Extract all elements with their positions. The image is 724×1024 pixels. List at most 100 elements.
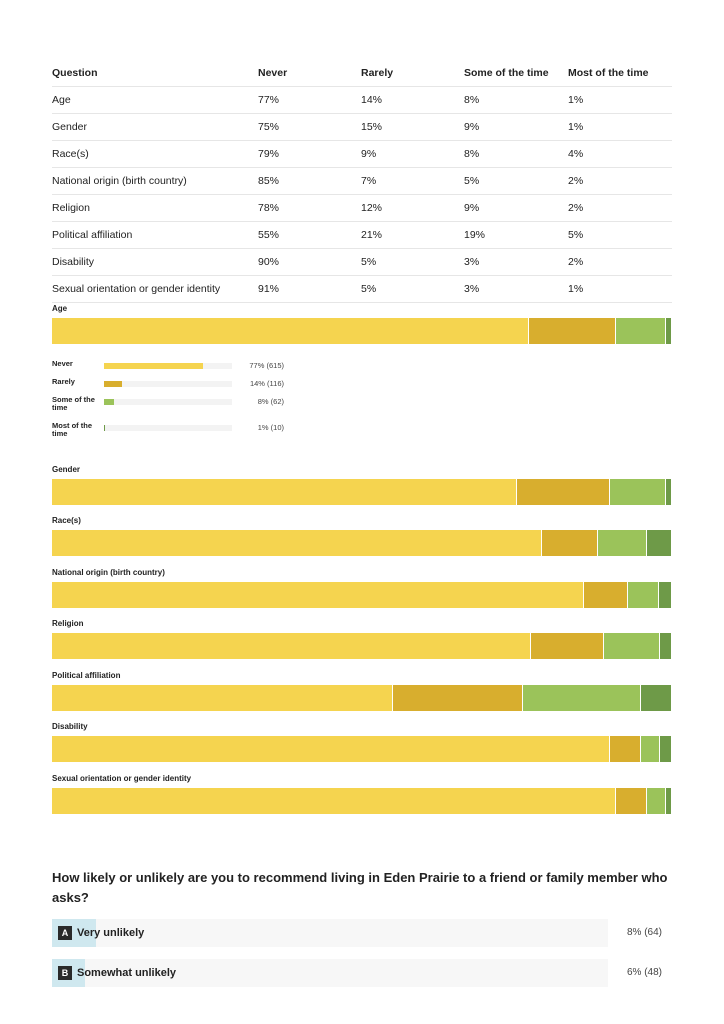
bar-group-political: Political affiliation [52, 670, 672, 711]
breakdown-fill [104, 363, 203, 369]
segment-most [665, 788, 672, 814]
header-rarely: Rarely [361, 67, 394, 79]
cell-some: 5% [464, 167, 568, 195]
segment-never [52, 318, 530, 344]
segment-rarely [541, 530, 598, 556]
cell-question: Religion [52, 194, 258, 222]
table-row: National origin (birth country) 85% 7% 5% 2% [52, 167, 672, 195]
table-row: Disability 90% 5% 3% 2% [52, 248, 672, 276]
segment-rarely [529, 318, 617, 344]
cell-never: 55% [258, 221, 361, 249]
bar-group-disability: Disability [52, 721, 672, 762]
stacked-bar-gender[interactable] [52, 479, 672, 505]
cell-most: 2% [568, 167, 672, 195]
stacked-bar-race[interactable] [52, 530, 672, 556]
answer-label: Very unlikely [77, 927, 145, 939]
table-row: Race(s) 79% 9% 8% 4% [52, 140, 672, 168]
bar-group-gender: Gender [52, 464, 672, 505]
stacked-bar-national-origin[interactable] [52, 582, 672, 608]
cell-question: Sexual orientation or gender identity [52, 275, 258, 303]
cell-some: 3% [464, 248, 568, 276]
table-row: Age 77% 14% 8% 1% [52, 86, 672, 114]
cell-most: 1% [568, 86, 672, 114]
bar-label-disability: Disability [52, 722, 88, 731]
segment-rarely [616, 788, 648, 814]
cell-some: 19% [464, 221, 568, 249]
breakdown-track [104, 399, 232, 405]
cell-some: 9% [464, 113, 568, 141]
answer-value: 6% (48) [626, 967, 662, 978]
answer-track [52, 919, 608, 947]
cell-rarely: 9% [361, 140, 464, 168]
breakdown-fill [104, 381, 122, 387]
answer-option-a[interactable]: A Very unlikely 8% (64) [52, 919, 672, 947]
cell-most: 2% [568, 248, 672, 276]
segment-never [52, 530, 542, 556]
stacked-bar-political[interactable] [52, 685, 672, 711]
bar-label-race: Race(s) [52, 516, 81, 525]
stacked-bar-disability[interactable] [52, 736, 672, 762]
cell-rarely: 21% [361, 221, 464, 249]
segment-most [665, 318, 672, 344]
bar-label-religion: Religion [52, 619, 84, 628]
cell-never: 75% [258, 113, 361, 141]
segment-some [604, 633, 660, 659]
segment-rarely [530, 633, 605, 659]
frequency-table: Question Never Rarely Some of the time M… [52, 60, 672, 303]
breakdown-row-rarely: Rarely 14% (116) [52, 378, 292, 398]
cell-never: 77% [258, 86, 361, 114]
answer-label: Somewhat unlikely [77, 967, 177, 979]
cell-rarely: 12% [361, 194, 464, 222]
cell-question: Disability [52, 248, 258, 276]
bar-label-age: Age [52, 304, 68, 313]
breakdown-track [104, 381, 232, 387]
answer-option-b[interactable]: B Somewhat unlikely 6% (48) [52, 959, 672, 987]
stacked-bar-sexual-orientation[interactable] [52, 788, 672, 814]
cell-most: 4% [568, 140, 672, 168]
stacked-bar-religion[interactable] [52, 633, 672, 659]
segment-some [641, 736, 660, 762]
breakdown-label: Never [52, 359, 73, 368]
table-row: Sexual orientation or gender identity 91%… [52, 275, 672, 303]
cell-rarely: 5% [361, 275, 464, 303]
cell-question: Age [52, 86, 258, 114]
segment-never [52, 479, 517, 505]
cell-question: Gender [52, 113, 258, 141]
cell-question: Political affiliation [52, 221, 258, 249]
breakdown-track [104, 363, 232, 369]
header-most: Most of the time [568, 67, 649, 79]
question-text: How likely or unlikely are you to recomm… [52, 870, 668, 905]
bar-label-gender: Gender [52, 465, 81, 474]
bar-group-race: Race(s) [52, 515, 672, 556]
bar-group-religion: Religion [52, 618, 672, 659]
breakdown-value: 14% (116) [249, 379, 284, 388]
answer-track [52, 959, 608, 987]
cell-never: 90% [258, 248, 361, 276]
table-row: Political affiliation 55% 21% 19% 5% [52, 221, 672, 249]
segment-never [52, 685, 393, 711]
cell-some: 8% [464, 140, 568, 168]
age-breakdown-legend: Never 77% (615) Rarely 14% (116) Some of… [52, 360, 292, 440]
cell-question: Race(s) [52, 140, 258, 168]
segment-most [641, 685, 672, 711]
table-header-row: Question Never Rarely Some of the time M… [52, 60, 672, 87]
table-row: Gender 75% 15% 9% 1% [52, 113, 672, 141]
answer-letter-badge: B [58, 966, 72, 980]
cell-never: 79% [258, 140, 361, 168]
stacked-bar-age[interactable] [52, 318, 672, 344]
breakdown-value: 8% (62) [257, 397, 284, 406]
segment-rarely [584, 582, 629, 608]
bar-label-sexual-orientation: Sexual orientation or gender identity [52, 774, 192, 783]
cell-never: 78% [258, 194, 361, 222]
answer-value: 8% (64) [626, 927, 662, 938]
breakdown-row-most: Most of the time 1% (10) [52, 422, 292, 442]
segment-most [659, 633, 672, 659]
segment-some [597, 530, 648, 556]
cell-never: 85% [258, 167, 361, 195]
cell-most: 5% [568, 221, 672, 249]
breakdown-label: Rarely [52, 377, 75, 386]
segment-rarely [393, 685, 524, 711]
breakdown-fill [104, 399, 115, 405]
segment-rarely [517, 479, 610, 505]
cell-most: 2% [568, 194, 672, 222]
